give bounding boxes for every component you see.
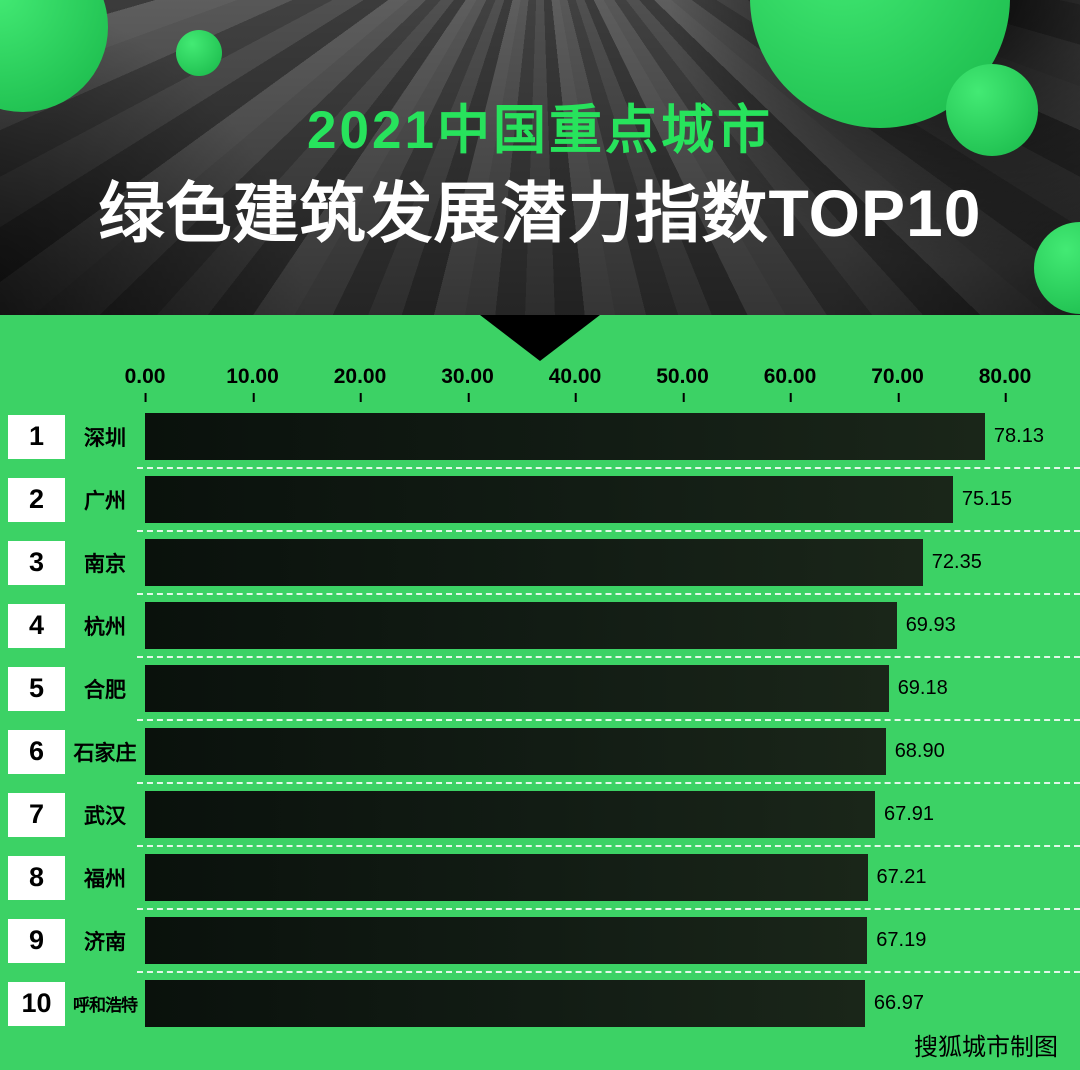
bar-value-label: 66.97 [873,992,924,1014]
x-tick-label: 0.00 [124,365,166,402]
city-label: 合肥 [84,678,126,702]
page-title-line2: 绿色建筑发展潜力指数TOP10 [98,176,982,250]
city-label: 呼和浩特 [73,996,138,1015]
rank-badge: 4 [8,603,65,648]
city-label: 石家庄 [73,741,137,765]
city-label: 深圳 [84,426,126,450]
bar-value-label: 72.35 [931,551,982,573]
bar [145,413,985,460]
x-tick-label: 30.00 [441,365,494,402]
bar-value-label: 67.19 [876,929,927,951]
bar-value-label: 67.91 [884,803,935,825]
bar [145,791,875,838]
rank-badge: 9 [8,918,65,963]
bar-value-label: 68.90 [894,740,945,762]
bar-value-label: 75.15 [961,488,1012,510]
x-tick-label: 50.00 [656,365,709,402]
table-row: 1 深圳 78.13 [0,405,1080,468]
rank-badge: 5 [8,666,65,711]
rank-badge: 7 [8,792,65,837]
table-row: 3 南京 72.35 [0,530,1080,594]
city-label: 南京 [84,552,126,576]
x-tick-label: 10.00 [226,365,279,402]
city-label: 杭州 [84,615,126,639]
bar-track: 75.15 [145,476,1080,523]
bar [145,539,923,586]
bar [145,665,889,712]
table-row: 2 广州 75.15 [0,467,1080,531]
source-credit: 搜狐城市制图 [914,1034,1058,1061]
table-row: 10 呼和浩特 66.97 [0,971,1080,1035]
table-row: 9 济南 67.19 [0,908,1080,972]
city-label: 武汉 [84,804,126,828]
rank-badge: 2 [8,477,65,522]
down-triangle-pointer [480,315,600,361]
bar-track: 67.91 [145,791,1080,838]
bar-value-label: 69.18 [897,677,948,699]
decor-circle [946,64,1038,156]
rank-badge: 1 [8,414,65,459]
bar [145,602,897,649]
bar-track: 69.18 [145,665,1080,712]
city-label: 福州 [84,867,126,891]
x-axis: 0.00 10.00 20.00 30.00 40.00 50.00 60.00… [125,361,1080,405]
x-tick-label: 70.00 [871,365,924,402]
bar-value-label: 78.13 [993,425,1044,447]
bar-track: 72.35 [145,539,1080,586]
bar-track: 67.21 [145,854,1080,901]
rank-badge: 10 [8,981,65,1026]
rank-badge: 8 [8,855,65,900]
x-tick-label: 60.00 [763,365,817,402]
bar-track: 78.13 [145,413,1080,460]
table-row: 7 武汉 67.91 [0,782,1080,846]
page-title-line1: 2021中国重点城市 [307,101,773,160]
bar-track: 68.90 [145,728,1080,775]
bar-value-label: 69.93 [905,614,956,636]
city-label: 济南 [84,930,126,954]
table-row: 4 杭州 69.93 [0,593,1080,657]
bar-track: 66.97 [145,980,1080,1027]
bar-chart: 1 深圳 78.13 2 广州 75.15 3 南京 72.35 4 [0,405,1080,1035]
table-row: 6 石家庄 68.90 [0,719,1080,783]
bar [145,728,886,775]
decor-circle [176,30,222,76]
bar-value-label: 67.21 [876,866,927,888]
bar [145,917,868,964]
table-row: 8 福州 67.21 [0,845,1080,909]
x-tick-label: 20.00 [333,365,387,402]
bar [145,854,868,901]
header-banner: 2021中国重点城市 绿色建筑发展潜力指数TOP10 [0,0,1080,315]
bar-track: 69.93 [145,602,1080,649]
bar [145,476,953,523]
rank-badge: 3 [8,540,65,585]
bar [145,980,865,1027]
bar-track: 67.19 [145,917,1080,964]
x-tick-label: 40.00 [548,365,602,402]
table-row: 5 合肥 69.18 [0,656,1080,720]
x-tick-label: 80.00 [978,365,1032,402]
city-label: 广州 [84,489,126,513]
rank-badge: 6 [8,729,65,774]
